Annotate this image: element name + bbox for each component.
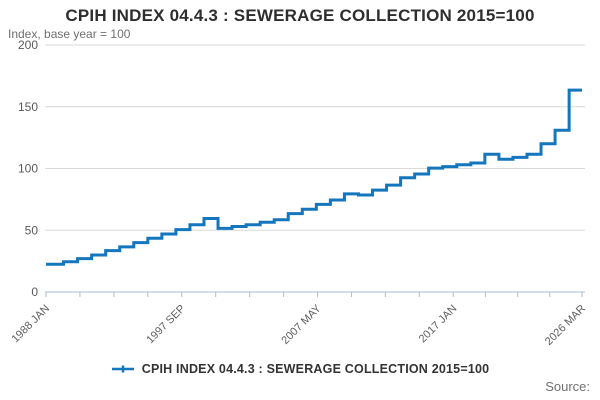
legend-line-marker-icon	[111, 365, 134, 373]
series-line	[46, 88, 582, 266]
y-tick-label: 50	[25, 223, 39, 237]
chart-legend[interactable]: CPIH INDEX 04.4.3 : SEWERAGE COLLECTION …	[0, 362, 600, 376]
y-tick-label: 0	[31, 285, 38, 299]
chart-title: CPIH INDEX 04.4.3 : SEWERAGE COLLECTION …	[65, 6, 535, 25]
chart-subtitle: Index, base year = 100	[8, 27, 131, 41]
y-tick-label: 200	[18, 40, 38, 52]
chart-plot-area: 0 50 100 150 200 1988 JAN 1997 SEP 2007 MAY 2017…	[9, 40, 588, 348]
y-tick-label: 100	[18, 162, 38, 176]
source-label: Source:	[545, 379, 590, 394]
x-tick-label: 1988 JAN	[9, 303, 52, 346]
y-tick-label: 150	[18, 100, 38, 114]
x-tick-label: 2017 JAN	[417, 303, 460, 346]
legend-label: CPIH INDEX 04.4.3 : SEWERAGE COLLECTION …	[141, 362, 490, 376]
x-tick-label: 2026 MAR	[543, 303, 588, 348]
x-tick-label: 1997 SEP	[144, 303, 188, 347]
x-tick-label: 2007 MAY	[279, 302, 324, 347]
